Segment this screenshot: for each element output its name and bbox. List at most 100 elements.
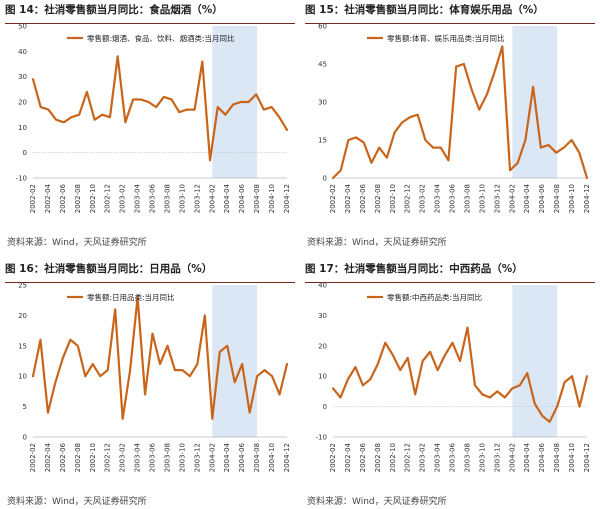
chart-panel-1: 图 14：社消零售额当月同比：食品烟酒（%） -10 0 10 20 30 40 50 200…	[5, 0, 295, 250]
chart-source: 资料来源：Wind，天风证券研究所	[307, 497, 447, 507]
x-tick-label: 2003-12	[493, 184, 501, 213]
y-tick-label: 15	[318, 137, 327, 145]
x-tick-label: 2002-02	[29, 184, 37, 213]
line-chart: 0 5 10 15 20 25 2002-02 2002-04 2002-06 2002-08 20…	[18, 282, 291, 473]
x-tick-label: 2003-08	[463, 184, 471, 213]
legend-label: 零售额:烟酒、食品、饮料、烟酒类:当月同比	[87, 33, 235, 43]
shaded-period	[212, 26, 258, 178]
x-tick-label: 2004-06	[538, 183, 546, 213]
y-tick-label: 25	[18, 282, 27, 290]
y-tick-label: 50	[18, 23, 27, 31]
x-tick-label: 2002-08	[74, 443, 82, 472]
y-tick-label: 0	[323, 175, 327, 183]
x-tick-label: 2003-04	[134, 183, 142, 213]
x-tick-label: 2003-02	[119, 184, 127, 213]
x-tick-label: 2003-08	[463, 443, 471, 472]
x-tick-label: 2004-10	[568, 184, 576, 213]
x-tick-label: 2002-04	[344, 183, 352, 213]
y-tick-label: 40	[318, 282, 327, 290]
chart-panel-4: 图 17：社消零售额当月同比：中西药品（%） -10 0 10 20 30 40 2002-…	[305, 259, 595, 509]
y-tick-label: 20	[18, 312, 27, 320]
y-tick-label: 0	[23, 149, 27, 157]
x-tick-label: 2002-04	[44, 183, 52, 213]
x-tick-label: 2002-12	[404, 443, 412, 472]
x-tick-label: 2003-08	[163, 443, 171, 472]
x-tick-label: 2002-10	[89, 184, 97, 213]
x-tick-label: 2004-02	[208, 443, 216, 472]
x-tick-label: 2002-08	[374, 184, 382, 213]
x-tick-label: 2003-06	[149, 183, 157, 213]
chart-title: 图 17：社消零售额当月同比：中西药品（%）	[305, 261, 595, 283]
x-tick-label: 2003-02	[119, 443, 127, 472]
x-tick-label: 2003-10	[178, 443, 186, 472]
x-tick-label: 2004-12	[283, 184, 291, 213]
x-tick-label: 2002-02	[329, 443, 337, 472]
y-tick-label: 10	[18, 124, 27, 132]
x-tick-label: 2002-06	[59, 183, 67, 213]
x-tick-label: 2004-02	[508, 443, 516, 472]
x-tick-label: 2003-12	[193, 184, 201, 213]
x-tick-label: 2004-06	[238, 183, 246, 213]
x-tick-label: 2004-08	[253, 443, 261, 472]
x-tick-label: 2003-12	[493, 443, 501, 472]
x-tick-label: 2003-04	[134, 442, 142, 472]
x-tick-label: 2003-10	[478, 443, 486, 472]
line-chart: 0 15 30 45 60 2002-02 2002-04 2002-06 2002-08 200…	[318, 23, 591, 214]
x-tick-label: 2002-06	[359, 183, 367, 213]
x-tick-label: 2004-10	[268, 184, 276, 213]
x-tick-label: 2002-10	[389, 184, 397, 213]
x-tick-label: 2002-08	[74, 184, 82, 213]
x-tick-label: 2002-06	[359, 442, 367, 472]
series-line	[31, 55, 289, 162]
chart-title: 图 16：社消零售额当月同比：日用品（%）	[5, 261, 295, 283]
chart-title: 图 15：社消零售额当月同比：体育娱乐用品（%）	[305, 2, 595, 24]
y-tick-label: 10	[318, 373, 327, 381]
x-tick-label: 2003-06	[449, 183, 457, 213]
y-tick-label: 15	[18, 342, 27, 350]
x-tick-label: 2003-06	[449, 442, 457, 472]
x-tick-label: 2004-10	[268, 443, 276, 472]
y-tick-label: 45	[318, 61, 327, 69]
x-tick-label: 2003-10	[178, 184, 186, 213]
shaded-period	[512, 285, 558, 437]
x-tick-label: 2003-10	[478, 184, 486, 213]
x-tick-label: 2002-04	[344, 442, 352, 472]
x-tick-label: 2002-12	[104, 443, 112, 472]
y-tick-label: 30	[318, 312, 327, 320]
legend-label: 零售额:日用品类:当月同比	[87, 292, 175, 302]
y-tick-label: 0	[323, 403, 327, 411]
x-tick-label: 2004-02	[508, 184, 516, 213]
series-line	[31, 296, 289, 420]
line-chart: -10 0 10 20 30 40 50 2002-02 2002-04 2002-06 2002-…	[16, 23, 291, 214]
x-tick-label: 2004-04	[523, 442, 531, 472]
x-tick-label: 2002-12	[404, 184, 412, 213]
y-tick-label: 0	[23, 434, 27, 442]
x-tick-label: 2004-04	[223, 183, 231, 213]
x-tick-label: 2002-02	[329, 184, 337, 213]
x-tick-label: 2004-08	[553, 443, 561, 472]
x-tick-label: 2004-04	[523, 183, 531, 213]
y-tick-label: 60	[318, 23, 327, 31]
chart-title: 图 14：社消零售额当月同比：食品烟酒（%）	[5, 2, 295, 24]
series-line	[331, 45, 589, 180]
chart-panel-2: 图 15：社消零售额当月同比：体育娱乐用品（%） 0 15 30 45 60 2002-0…	[305, 0, 595, 250]
y-tick-label: 5	[23, 403, 27, 411]
x-tick-label: 2003-04	[434, 183, 442, 213]
y-tick-label: 20	[18, 99, 27, 107]
x-tick-label: 2004-12	[583, 184, 591, 213]
legend-label: 零售额:体育、娱乐用品类:当月同比	[387, 33, 505, 43]
x-tick-label: 2002-12	[104, 184, 112, 213]
chart-panel-3: 图 16：社消零售额当月同比：日用品（%） 0 5 10 15 20 25 2002-02 2…	[5, 259, 295, 509]
x-tick-label: 2004-12	[283, 443, 291, 472]
x-tick-label: 2004-10	[568, 443, 576, 472]
x-tick-label: 2003-12	[193, 443, 201, 472]
x-tick-label: 2004-12	[583, 443, 591, 472]
x-tick-label: 2003-08	[163, 184, 171, 213]
chart-source: 资料来源：Wind，天风证券研究所	[307, 238, 447, 248]
y-tick-label: 40	[18, 48, 27, 56]
chart-source: 资料来源：Wind，天风证券研究所	[7, 497, 147, 507]
x-tick-label: 2004-08	[553, 184, 561, 213]
x-tick-label: 2003-06	[149, 442, 157, 472]
x-tick-label: 2004-06	[538, 442, 546, 472]
y-tick-label: -10	[16, 175, 27, 183]
